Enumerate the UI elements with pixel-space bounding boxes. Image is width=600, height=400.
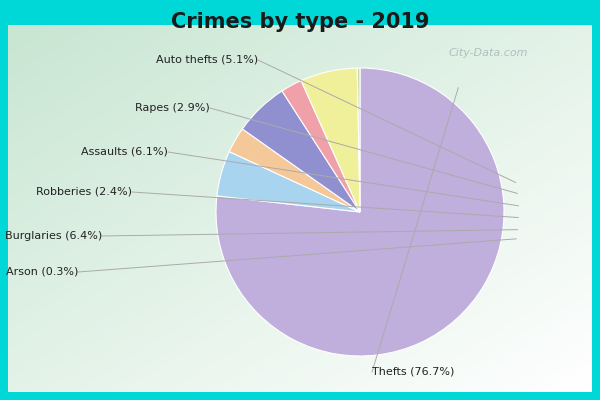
Text: Rapes (2.9%): Rapes (2.9%) — [135, 103, 210, 113]
Text: Crimes by type - 2019: Crimes by type - 2019 — [171, 12, 429, 32]
Text: Auto thefts (5.1%): Auto thefts (5.1%) — [156, 55, 258, 65]
Wedge shape — [282, 80, 360, 212]
Wedge shape — [301, 68, 360, 212]
Text: Arson (0.3%): Arson (0.3%) — [5, 267, 78, 277]
Text: Robberies (2.4%): Robberies (2.4%) — [36, 187, 132, 197]
Text: City-Data.com: City-Data.com — [449, 48, 528, 58]
Wedge shape — [242, 91, 360, 212]
Wedge shape — [229, 129, 360, 212]
Text: Assaults (6.1%): Assaults (6.1%) — [81, 147, 168, 157]
Wedge shape — [217, 152, 360, 212]
Text: Burglaries (6.4%): Burglaries (6.4%) — [5, 231, 102, 241]
Wedge shape — [357, 68, 360, 212]
Text: Thefts (76.7%): Thefts (76.7%) — [372, 367, 454, 377]
Wedge shape — [216, 68, 504, 356]
